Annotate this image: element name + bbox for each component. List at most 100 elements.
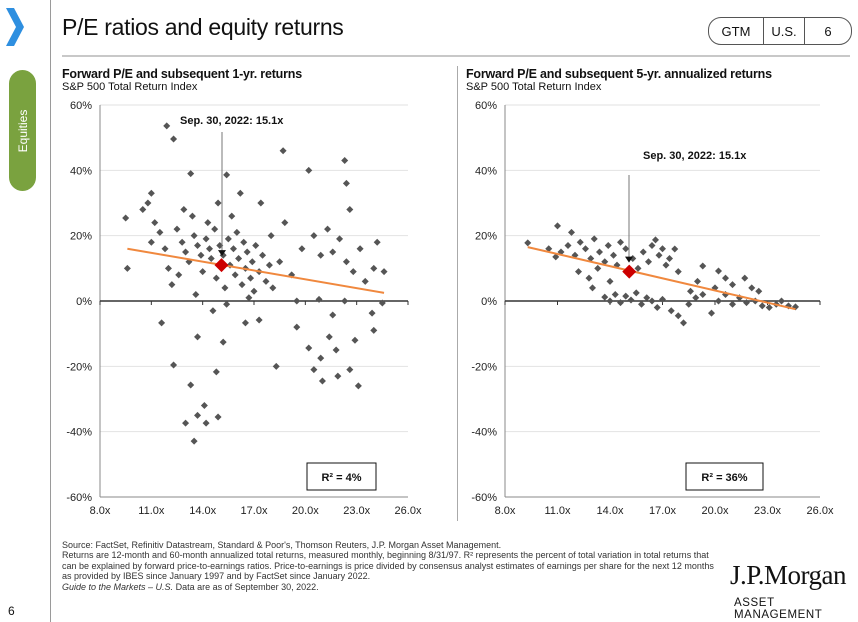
chart-2-data-point [648, 241, 656, 249]
chart-1-data-point [188, 212, 196, 220]
chart-1-data-point [248, 258, 256, 266]
chart-2-data-point [596, 248, 603, 256]
chart-2-data-point [594, 264, 602, 272]
chart-1-data-point [293, 297, 301, 305]
badge-region: U.S. [763, 18, 804, 44]
chart-1-data-point [190, 232, 198, 240]
chart-1-trend-line [127, 247, 385, 294]
chart-1-data-point [342, 179, 350, 187]
methodology-note: Returns are 12-month and 60-month annual… [62, 550, 714, 582]
chart-1-data-point [276, 258, 284, 266]
chart-2-data-point [576, 238, 584, 246]
chart-1-data-point [238, 281, 246, 289]
chart-2-data-point [554, 222, 561, 230]
chart-1-data-point [211, 225, 219, 233]
chart-2-data-point [524, 239, 532, 247]
chart-2-r2-box [685, 462, 764, 491]
source-note: Source: FactSet, Refinitiv Datastream, S… [62, 540, 502, 550]
chevron-right-icon[interactable] [6, 8, 24, 46]
chart-1-x-tick-label: 14.0x [189, 505, 216, 517]
chart-1-data-point [341, 157, 349, 165]
chart-2-data-point [765, 304, 773, 312]
chart-2-annotation-label: Sep. 30, 2022: 15.1x [643, 150, 747, 162]
section-tab-equities[interactable]: Equities [9, 70, 36, 191]
chart-1-data-point [178, 238, 186, 246]
chart-2-data-point [622, 245, 630, 253]
charts: 60%40%20%0%-20%-40%-60%8.0x 11.0x 14.0x 17.… [66, 100, 834, 517]
chart-1-data-point [202, 235, 210, 243]
chart-2-data-point [715, 267, 722, 275]
chart-divider [457, 66, 458, 521]
chart-2-data-point [755, 287, 763, 295]
chart-1-data-point [247, 274, 255, 282]
chart-1-data-point [354, 382, 362, 390]
chart-2-data-point [758, 302, 766, 310]
chart-2-data-point [699, 290, 707, 298]
chart-1-data-point [293, 323, 301, 331]
chart-2-data-point [638, 300, 645, 308]
chart-2-data-point [604, 241, 612, 249]
chart-2-y-tick-label: 60% [475, 100, 497, 112]
chart-1-data-point [318, 377, 326, 385]
chart-2-x-tick-label: 14.0x [597, 505, 624, 517]
chart-1-data-point [209, 307, 217, 315]
chart-2-data-point [653, 304, 661, 312]
chart-2-data-point [741, 274, 749, 282]
chart-1-data-point [281, 219, 289, 227]
chart-1-data-point [173, 225, 181, 233]
chart-2-data-point [601, 293, 609, 301]
chart-1-data-point [370, 326, 378, 334]
chart-2-data-point [617, 299, 624, 307]
chart-1-data-point [265, 261, 273, 269]
chart-1-data-point [240, 238, 248, 246]
chart-1-data-point [332, 346, 340, 354]
chart-2-data-point [632, 289, 640, 297]
chart-1-data-point [204, 219, 212, 227]
chart-1-data-point [228, 212, 236, 220]
chart-1-data-point [207, 255, 215, 263]
chart-1-data-point [156, 228, 164, 236]
chart-2-data-point [674, 312, 682, 320]
chart-1-data-point [192, 290, 200, 298]
chart-1-x-tick-label: 26.0x [395, 505, 422, 517]
chart-1-data-point [329, 248, 337, 256]
chart-1-data-point [182, 419, 190, 427]
badge-gtm: GTM [721, 23, 751, 39]
chart-2-x-tick-label: 20.0x [702, 505, 729, 517]
chart-1-data-point [224, 235, 232, 243]
chart-1-data-point [257, 199, 265, 207]
chart-2-x-tick-label: 26.0x [807, 505, 834, 517]
chart-1-data-point [269, 284, 277, 292]
chart-2-data-point [722, 274, 729, 282]
chart-2-data-point [715, 297, 722, 305]
chart-1-data-point [368, 309, 376, 317]
chart-1-data-point [310, 366, 318, 374]
chart-2-data-point [687, 287, 694, 295]
chart-2-y-tick-label: -60% [471, 492, 497, 504]
chart-2-data-point [606, 297, 614, 305]
chart-1-data-point [341, 297, 349, 305]
chart-1-data-point [245, 294, 253, 302]
chart-2-y-tick-label: -20% [471, 361, 497, 373]
chart-1-data-point [199, 268, 207, 276]
chart-1-data-point [334, 372, 342, 380]
chart-2-y-tick-label: 0% [481, 296, 497, 308]
chart-2-data-point [655, 251, 663, 259]
chart-1-data-point [212, 274, 220, 282]
chart-1-x-tick-label: 11.0x [138, 505, 165, 517]
chart-2-data-point [667, 307, 675, 315]
chart-1-data-point [329, 311, 337, 319]
chart-2-data-point [564, 241, 572, 249]
chart-2-title: Forward P/E and subsequent 5-yr. annuali… [466, 67, 772, 81]
chart-2-data-point [611, 290, 619, 298]
chart-1-data-point [305, 344, 313, 352]
chart-2-data-point [639, 248, 647, 256]
asset-management-logo: ASSET MANAGEMENT [734, 597, 823, 621]
chart-1-data-point [144, 199, 152, 207]
chart-1-data-point [175, 271, 183, 279]
chart-2-current-point [622, 264, 637, 279]
chart-1-data-point [223, 300, 231, 308]
chart-1-data-point [356, 245, 364, 253]
chart-1-subtitle: S&P 500 Total Return Index [62, 81, 198, 93]
